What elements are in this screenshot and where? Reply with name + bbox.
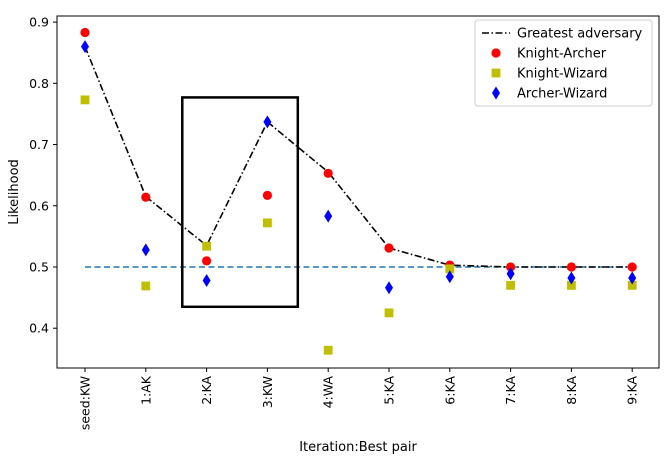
y-tick-label: 0.6 <box>29 198 49 213</box>
legend-label-knight-wizard: Knight-Wizard <box>517 67 607 82</box>
y-tick-label: 0.5 <box>29 259 49 274</box>
knight-archer-point <box>80 27 90 38</box>
knight-archer-point <box>323 168 333 178</box>
x-tick-label: 8:KA <box>564 376 579 405</box>
knight-archer-point <box>506 262 516 272</box>
archer-wizard-point <box>263 115 272 129</box>
legend-label-greatest-adversary: Greatest adversary <box>517 27 643 42</box>
knight-archer-point <box>627 262 637 272</box>
legend-swatch-archer-wizard <box>492 86 500 100</box>
knight-wizard-point <box>627 280 637 290</box>
greatest-adversary-line <box>84 46 633 268</box>
legend-swatch-knight-archer <box>491 48 501 58</box>
knight-wizard-point <box>445 264 455 274</box>
y-axis-title: Likelihood <box>7 159 22 225</box>
x-tick-label: 2:KA <box>199 376 214 405</box>
legend-swatch-knight-wizard <box>491 68 501 78</box>
y-tick-label: 0.7 <box>29 137 49 152</box>
knight-wizard-point <box>263 218 272 228</box>
legend-frame <box>474 19 653 107</box>
y-tick-label: 0.4 <box>29 321 49 336</box>
x-tick-label: 4:WA <box>321 376 336 409</box>
archer-wizard-point <box>628 271 637 285</box>
x-tick-label: 3:KW <box>260 376 275 408</box>
archer-wizard-point <box>141 243 150 257</box>
knight-wizard-point <box>506 280 515 290</box>
x-axis-title: Iteration:Best pair <box>299 440 417 455</box>
knight-archer-point <box>384 243 394 253</box>
legend-label-knight-archer: Knight-Archer <box>517 47 607 62</box>
y-tick-label: 0.8 <box>29 76 49 91</box>
archer-wizard-point <box>445 270 454 284</box>
highlight-box <box>181 96 300 309</box>
legend-label-archer-wizard: Archer-Wizard <box>517 87 607 102</box>
knight-archer-point <box>262 190 272 200</box>
x-tick-label: 6:KA <box>442 376 457 405</box>
archer-wizard-point <box>202 273 211 287</box>
y-tick-label: 0.9 <box>29 15 49 30</box>
knight-wizard-point <box>567 280 576 290</box>
plot-layer <box>80 27 637 355</box>
legend: Greatest adversary Knight-Archer Knight-Wi… <box>474 19 653 107</box>
knight-wizard-point <box>80 95 90 105</box>
archer-wizard-point <box>506 267 515 281</box>
knight-wizard-point <box>202 241 211 251</box>
plot-frame <box>56 15 660 369</box>
knight-wizard-point <box>384 308 394 318</box>
knight-archer-point <box>141 192 151 202</box>
archer-wizard-point <box>81 40 89 54</box>
knight-wizard-point <box>141 281 151 291</box>
knight-archer-point <box>566 262 577 272</box>
archer-wizard-point <box>567 271 576 285</box>
archer-wizard-point <box>324 209 333 223</box>
x-tick-label: seed:KW <box>78 376 93 430</box>
knight-wizard-point <box>323 345 333 355</box>
knight-archer-point <box>202 256 212 266</box>
x-tick-label: 5:KA <box>382 376 397 405</box>
x-tick-label: 1:AK <box>138 375 153 405</box>
axes-layer: 0.4 0.5 0.6 0.7 0.8 0.9 seed:KW 1:AK 2:KA 3:KW 4:W… <box>29 15 640 431</box>
x-tick-label: 7:KA <box>503 376 518 405</box>
x-tick-label: 9:KA <box>625 376 640 405</box>
archer-wizard-point <box>385 281 393 295</box>
